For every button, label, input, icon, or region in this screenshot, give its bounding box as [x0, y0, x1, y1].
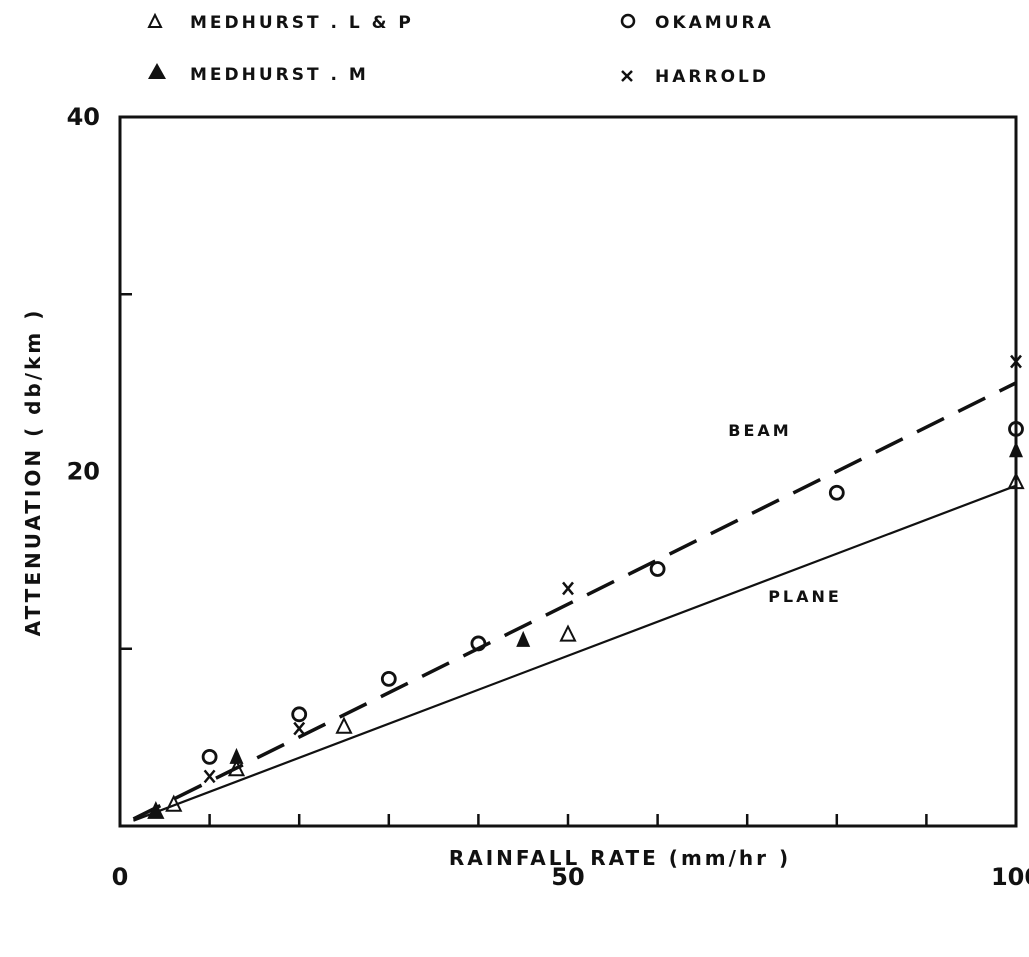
x-tick-label-50: 50: [551, 863, 584, 891]
point-medhurst-l-p-5: [1007, 471, 1025, 490]
point-harrold-3: [1010, 354, 1022, 369]
axis-ticks: [120, 293, 928, 826]
point-okamura-1: [291, 706, 308, 723]
point-okamura-0: [201, 748, 218, 765]
series-medhurst-l-p: [147, 471, 1025, 819]
point-harrold-0: [203, 769, 216, 784]
legend-item-harrold: HARROLD: [621, 67, 769, 87]
point-okamura-3: [470, 635, 487, 652]
beam-curve: [132, 381, 1017, 821]
y-tick-label-40: 40: [67, 103, 100, 131]
point-harrold-1: [293, 721, 306, 736]
point-medhurst-l-p-1: [165, 794, 183, 812]
point-medhurst-l-p-4: [559, 624, 577, 642]
plane-curve-label: PLANE: [768, 587, 842, 606]
series-okamura: [201, 421, 1024, 765]
point-medhurst-m-1: [229, 747, 244, 764]
legend-label-harrold: HARROLD: [655, 67, 769, 87]
point-okamura-5: [828, 484, 845, 501]
plot-frame: [118, 115, 1018, 828]
series-medhurst-m: [148, 441, 1023, 818]
axis-tick-labels: 0 50 100 20 40: [67, 103, 1029, 891]
legend: MEDHURST . L & P MEDHURST . M OKAMURA HA…: [147, 12, 774, 87]
plane-curve: [133, 484, 1017, 822]
y-axis-title: ATTENUATION ( db/km ): [21, 308, 45, 637]
legend-label-okamura: OKAMURA: [655, 13, 774, 33]
point-medhurst-m-2: [516, 630, 531, 647]
curves: BEAM PLANE: [132, 381, 1017, 822]
point-medhurst-l-p-2: [227, 759, 246, 777]
point-okamura-2: [380, 670, 397, 687]
legend-label-medhurst-lp: MEDHURST . L & P: [190, 13, 414, 33]
open-circle-icon: [620, 13, 636, 29]
legend-label-medhurst-m: MEDHURST . M: [190, 65, 369, 85]
beam-curve-label: BEAM: [728, 421, 791, 440]
x-tick-label-100: 100: [991, 863, 1029, 891]
legend-item-medhurst-lp: MEDHURST . L & P: [147, 12, 414, 33]
point-okamura-6: [1008, 421, 1024, 437]
point-medhurst-m-0: [148, 801, 163, 818]
legend-item-medhurst-m: MEDHURST . M: [148, 63, 369, 85]
cross-icon: [621, 70, 633, 82]
open-triangle-icon: [147, 12, 163, 28]
y-tick-label-20: 20: [67, 458, 100, 486]
point-medhurst-l-p-3: [335, 716, 353, 734]
point-medhurst-m-3: [1009, 441, 1023, 458]
point-okamura-4: [649, 561, 666, 577]
point-harrold-2: [562, 581, 574, 596]
legend-item-okamura: OKAMURA: [620, 13, 774, 33]
x-tick-label-0: 0: [112, 863, 129, 891]
data-markers: [147, 354, 1025, 819]
x-axis-title: RAINFALL RATE (mm/hr ): [449, 846, 791, 870]
filled-triangle-icon: [148, 63, 166, 79]
series-harrold: [203, 354, 1022, 784]
